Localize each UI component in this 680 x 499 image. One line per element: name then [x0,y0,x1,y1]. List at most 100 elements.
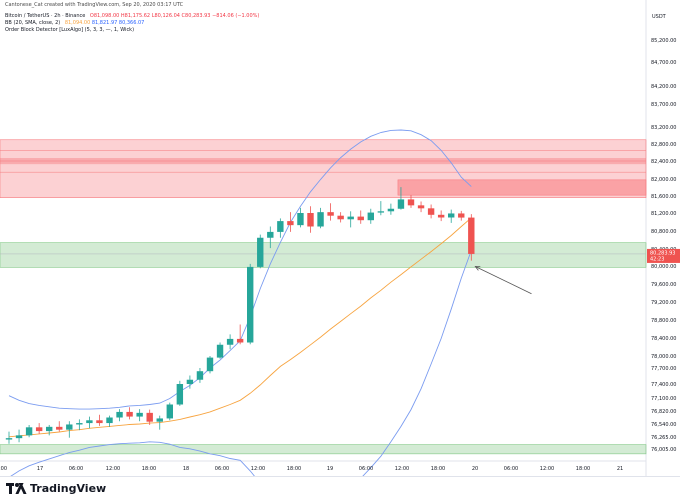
price-chart[interactable]: USDT 85,200.00 84,700.00 84,200.00 83,700.00… [0,0,680,478]
y-tick-label: 79,200.00 [651,300,676,306]
candle-body [66,424,72,429]
candle-body [227,339,233,345]
footer-bar: TradingView [0,476,680,499]
y-tick-label: 83,200.00 [651,125,676,131]
candle-body [46,427,52,431]
y-tick-label: 82,400.00 [651,159,676,165]
bb-label: BB (20, SMA, close, 2) [5,20,60,26]
bb-legend: BB (20, SMA, close, 2) 81,094.00 81,821.… [5,20,144,27]
y-tick-label: 81,200.00 [651,211,676,217]
symbol-label: Bitcoin / TetherUS · 2h · Binance [5,13,85,19]
y-tick-label: 81,600.00 [651,194,676,200]
bb-lower-value: 80,366.07 [119,20,144,26]
candle-body [388,209,394,212]
y-tick-label: 84,200.00 [651,84,676,90]
candle-body [348,217,354,220]
bb-basis-value: 81,094.00 [65,20,90,26]
change-value: −814.06 (−1.00%) [212,13,259,19]
x-tick-label: 12:00 [540,466,554,472]
y-tick-label: 80,000.00 [651,264,676,270]
y-tick-label: 78,400.00 [651,336,676,342]
y-tick-label: 76,265.00 [651,435,676,441]
high-value: H81,175.62 [121,13,150,19]
x-tick-label: 12:00 [395,466,409,472]
candle-body [56,427,62,430]
candle-body [358,217,364,221]
candle-body [157,418,163,421]
bb-upper-value: 81,821.97 [92,20,117,26]
y-tick-label: 85,200.00 [651,38,676,44]
candle-body [96,420,102,423]
candle-body [197,371,203,380]
y-tick-label: 76,820.00 [651,409,676,415]
x-tick-label: 19 [327,466,333,472]
candle-body [126,412,132,417]
x-tick-label: 06:00 [69,466,83,472]
x-tick-label: 17 [37,466,43,472]
x-tick-label: :00 [0,466,7,472]
y-tick-label: 77,100.00 [651,396,676,402]
candle-body [368,213,374,221]
candle-body [428,208,434,214]
y-tick-label: 76,005.00 [651,447,676,453]
tradingview-logo[interactable]: TradingView [6,482,106,495]
tradingview-logo-icon [6,483,26,495]
candle-body [177,384,183,405]
y-tick-label: 79,600.00 [651,282,676,288]
currency-label: USDT [652,14,667,20]
candle-body [257,238,263,267]
candle-body [317,212,323,226]
candle-body [86,420,92,423]
candle-body [438,215,444,218]
candle-body [136,413,142,417]
order-block-bullish [0,243,646,268]
candle-body [217,345,223,358]
candle-body [337,216,343,220]
y-tick-label: 82,800.00 [651,142,676,148]
y-tick-label: 77,400.00 [651,382,676,388]
y-tick-label: 76,540.00 [651,422,676,428]
y-tick-label: 83,700.00 [651,102,676,108]
candle-body [287,221,293,225]
candle-body [277,221,283,232]
y-tick-label: 77,700.00 [651,366,676,372]
brand-name: TradingView [30,482,106,495]
y-tick-label: 82,000.00 [651,177,676,183]
x-tick-label: 06:00 [504,466,518,472]
candle-body [207,358,213,372]
candle-body [237,339,243,343]
symbol-legend: Bitcoin / TetherUS · 2h · Binance O81,09… [5,13,259,20]
x-tick-label: 06:00 [215,466,229,472]
countdown-label: 42:23 [650,256,664,262]
open-value: O81,098.00 [90,13,119,19]
x-tick-label: 21 [617,466,623,472]
x-tick-label: 18 [183,466,189,472]
x-tick-label: 20 [472,466,478,472]
candle-body [6,438,12,439]
x-tick-label: 12:00 [251,466,265,472]
candle-body [267,232,273,238]
candle-body [16,435,22,438]
candle-body [297,213,303,225]
candle-body [106,418,112,424]
candle-body [327,212,333,216]
candle-body [468,218,474,254]
candle-body [418,205,424,208]
candle-body [116,412,122,418]
candle-body [187,380,193,384]
y-tick-label: 78,000.00 [651,354,676,360]
candle-body [458,213,464,217]
y-tick-label: 84,700.00 [651,60,676,66]
candle-body [147,413,153,422]
x-tick-label: 12:00 [106,466,120,472]
x-tick-label: 06:00 [359,466,373,472]
chart-background [0,0,680,478]
candle-body [398,199,404,208]
order-block-midband [0,158,646,164]
x-tick-label: 18:00 [287,466,301,472]
candle-body [408,199,414,205]
order-block-bearish [398,180,646,195]
candle-body [36,427,42,431]
obd-legend: Order Block Detector [LuxAlgo] (5, 3, 3,… [5,27,134,34]
x-tick-label: 18:00 [576,466,590,472]
